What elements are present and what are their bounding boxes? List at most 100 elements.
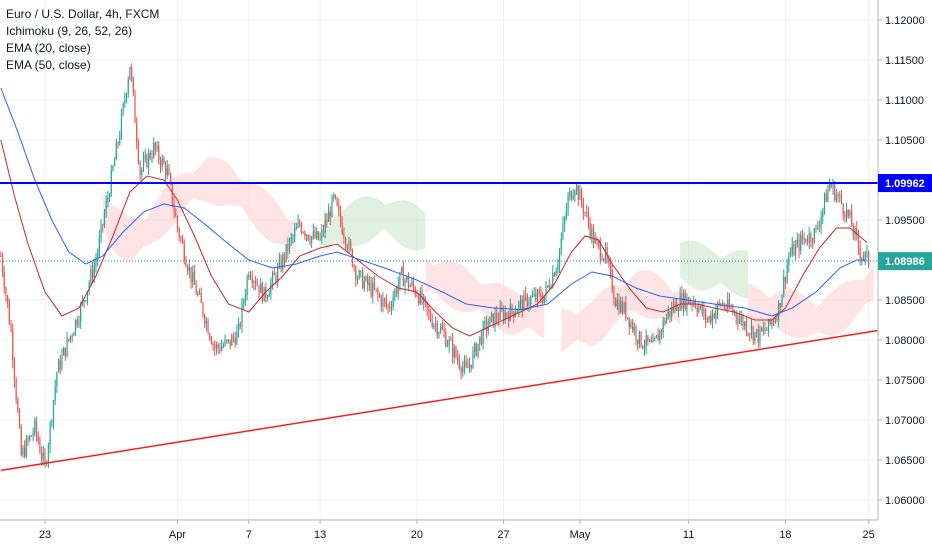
candle-body[interactable] [728,299,730,308]
candle-body[interactable] [856,228,858,235]
candle-body[interactable] [725,308,727,310]
candle-body[interactable] [68,338,70,341]
candle-body[interactable] [57,360,60,373]
candle-body[interactable] [592,228,595,244]
candle-body[interactable] [98,236,100,253]
candle-body[interactable] [638,331,640,344]
candle-body[interactable] [134,92,136,123]
candle-body[interactable] [630,322,632,328]
candle-body[interactable] [626,317,629,319]
candle-body[interactable] [829,184,831,190]
candle-body[interactable] [54,386,56,401]
candle-body[interactable] [34,419,36,434]
candle-body[interactable] [862,257,865,259]
candle-body[interactable] [117,142,119,144]
candle-body[interactable] [662,320,664,333]
candle-body[interactable] [10,323,12,331]
candle-body[interactable] [859,247,861,259]
candle-body[interactable] [584,212,586,214]
candle-body[interactable] [689,302,691,304]
candle-body[interactable] [244,295,246,302]
candle-body[interactable] [603,258,605,261]
candle-body[interactable] [256,285,258,287]
legend-symbol-title[interactable]: Euro / U.S. Dollar, 4h, FXCM [6,7,160,21]
support-trendline[interactable] [0,329,879,472]
candle-body[interactable] [198,293,201,295]
candle-body[interactable] [300,224,303,233]
candle-body[interactable] [647,335,649,342]
candle-body[interactable] [866,251,868,253]
candle-body[interactable] [557,265,559,270]
candle-body[interactable] [156,145,158,150]
candle-body[interactable] [747,333,749,335]
candle-body[interactable] [540,292,542,300]
candle-body[interactable] [382,298,384,307]
candle-body[interactable] [564,217,566,225]
candle-body[interactable] [450,339,452,341]
candle-body[interactable] [813,228,815,242]
candle-body[interactable] [560,238,562,250]
candle-body[interactable] [468,364,471,368]
candle-body[interactable] [623,302,625,313]
candle-body[interactable] [343,233,345,239]
candle-body[interactable] [41,452,43,459]
candle-body[interactable] [615,299,617,307]
candle-body[interactable] [451,340,454,357]
candle-body[interactable] [384,298,386,301]
candle-body[interactable] [399,272,401,285]
candle-body[interactable] [710,315,712,323]
candle-body[interactable] [380,296,382,307]
candle-body[interactable] [732,308,734,313]
candle-body[interactable] [93,265,95,278]
candle-body[interactable] [749,333,751,335]
candle-body[interactable] [815,227,817,229]
candle-body[interactable] [806,242,809,244]
candle-body[interactable] [467,366,469,368]
candle-body[interactable] [319,237,321,240]
candle-body[interactable] [577,185,579,200]
candle-body[interactable] [755,329,758,332]
candle-body[interactable] [112,166,114,171]
candle-body[interactable] [823,194,826,209]
candle-body[interactable] [570,191,573,200]
candle-body[interactable] [52,400,55,422]
candle-body[interactable] [485,320,488,331]
candle-body[interactable] [341,221,343,234]
candle-body[interactable] [847,209,849,216]
candle-body[interactable] [370,282,372,296]
candle-body[interactable] [830,184,832,188]
candle-body[interactable] [699,304,702,308]
candle-body[interactable] [446,345,449,347]
candle-body[interactable] [645,335,647,347]
candle-body[interactable] [394,289,396,298]
candle-body[interactable] [516,310,518,313]
candle-body[interactable] [129,66,131,80]
candle-body[interactable] [24,447,26,457]
candle-body[interactable] [558,249,561,266]
candle-body[interactable] [800,235,802,251]
candle-body[interactable] [482,323,484,344]
candle-body[interactable] [820,216,822,227]
candle-body[interactable] [326,220,328,222]
candle-body[interactable] [642,346,644,349]
candle-body[interactable] [835,195,837,201]
candle-body[interactable] [69,335,72,341]
candle-body[interactable] [779,302,781,308]
candle-body[interactable] [190,266,192,282]
candle-body[interactable] [288,239,291,252]
candle-body[interactable] [679,293,681,311]
candle-body[interactable] [29,435,31,441]
candle-body[interactable] [406,276,408,281]
candle-body[interactable] [552,273,554,287]
candle-body[interactable] [200,293,202,303]
candle-body[interactable] [536,290,539,301]
candle-body[interactable] [479,336,481,344]
candle-body[interactable] [657,335,659,341]
candle-body[interactable] [329,211,331,218]
candle-body[interactable] [786,265,788,282]
candle-body[interactable] [239,323,241,327]
candle-body[interactable] [283,254,286,261]
candle-body[interactable] [851,211,853,227]
candle-body[interactable] [776,318,778,321]
candle-body[interactable] [519,299,522,303]
